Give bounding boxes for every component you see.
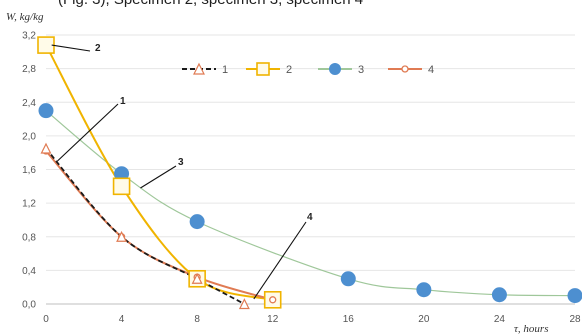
legend-1-label: 1 [222,64,228,76]
series-1-point [116,230,128,242]
callout-2-label: 2 [95,43,101,54]
series-2-point [256,62,270,76]
y-tick-label: 1,2 [22,199,36,210]
series-4-point [269,296,277,304]
x-tick-label: 12 [267,314,279,325]
y-tick-label: 2,4 [22,98,36,109]
y-tick-label: 0,0 [22,300,36,311]
series-3-point [189,214,205,230]
x-tick-label: 4 [119,314,125,325]
caption-text-fragment: (Fig. 3), Specimen 2, specimen 3, specim… [58,0,363,8]
y-tick-label: 2,8 [22,64,36,75]
series-1-point [193,62,205,75]
y-tick-label: 0,4 [22,266,36,277]
series-3-point [567,288,582,304]
callout-1-label: 1 [120,96,126,107]
y-tick-label: 2,0 [22,131,36,142]
callout-2-leader [51,44,91,52]
callout-3-label: 3 [178,157,184,168]
legend-3-label: 3 [358,64,364,76]
series-3-point [114,166,130,182]
series-2-point [112,177,131,196]
series-3-point [416,282,432,298]
series-4-point [401,65,409,73]
series-1-line [45,147,245,305]
legend-2-label: 2 [286,64,292,76]
x-tick-label: 24 [494,314,506,325]
x-axis-ticks: 0 4 8 12 16 20 24 28 [43,314,581,325]
series-2-line [45,44,273,301]
y-tick-label: 0,8 [22,232,36,243]
series-3-point [38,103,54,119]
x-tick-label: 20 [418,314,430,325]
y-tick-label: 3,2 [22,31,36,42]
callout-1-leader [56,103,119,162]
x-tick-label: 28 [569,314,581,325]
series-3-point [329,63,341,75]
series-3-point [340,271,356,287]
y-axis-label: W, kg/kg [6,11,44,23]
series-1-point [238,298,250,310]
series-markers [37,36,582,310]
x-tick-label: 16 [343,314,355,325]
callout-3-leader [140,165,177,189]
x-axis-label: τ, hours [514,323,549,335]
series-1-point [191,272,203,284]
legend-4-label: 4 [428,64,434,76]
legend: 1 2 3 4 [182,62,434,76]
callout-annotations: 1 2 3 4 [51,43,313,300]
gridlines [46,34,575,305]
callout-4-label: 4 [307,212,313,223]
series-1-point [40,142,52,154]
y-tick-label: 1,6 [22,165,36,176]
series-4-line [45,150,274,301]
series-2-point [37,36,55,54]
series-3-point [491,287,507,303]
x-tick-label: 8 [194,314,200,325]
callout-4-leader [253,221,307,300]
y-axis-ticks: 0,0 0,4 0,8 1,2 1,6 2,0 2,4 2,8 3,2 [22,31,36,311]
x-tick-label: 0 [43,314,49,325]
